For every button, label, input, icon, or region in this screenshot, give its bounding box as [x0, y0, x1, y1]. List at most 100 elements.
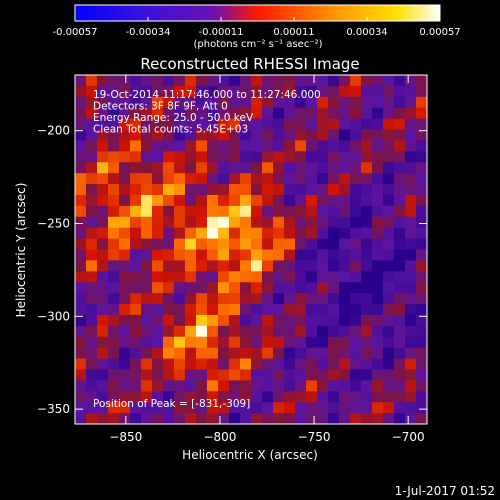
heatmap-cell [361, 358, 373, 371]
heatmap-cell [218, 282, 230, 294]
heatmap-cell [372, 271, 384, 283]
heatmap-cell [317, 260, 329, 272]
heatmap-cell [273, 162, 285, 174]
heatmap-cell [383, 107, 395, 120]
heatmap-cell [405, 413, 417, 424]
heatmap-cell [163, 118, 175, 131]
heatmap-cell [207, 140, 219, 152]
heatmap-cell [229, 151, 241, 163]
heatmap-cell [284, 216, 296, 229]
heatmap-cell [262, 140, 274, 152]
heatmap-cell [130, 369, 142, 381]
heatmap-cell [174, 129, 186, 142]
heatmap-cell [262, 151, 274, 163]
heatmap-cell [119, 151, 131, 163]
heatmap-cell [130, 118, 142, 131]
heatmap-cell [273, 107, 285, 120]
heatmap-cell [416, 413, 427, 424]
heatmap-cell [317, 107, 329, 120]
heatmap-cell [108, 325, 120, 338]
heatmap-cell [207, 173, 219, 185]
heatmap-cell [141, 184, 153, 196]
heatmap-cell [295, 162, 307, 174]
heatmap-cell [86, 227, 98, 240]
heatmap-cell [361, 184, 373, 196]
heatmap-cell [273, 260, 285, 272]
heatmap-cell [218, 304, 230, 316]
heatmap-cell [97, 293, 109, 305]
heatmap-cell [350, 369, 362, 381]
heatmap-cell [163, 271, 175, 283]
heatmap-cell [97, 205, 109, 218]
heatmap-cell [141, 369, 153, 381]
heatmap-cell [185, 238, 197, 251]
heatmap-cell [295, 184, 307, 196]
heatmap-cell [218, 271, 230, 283]
heatmap-cell [284, 402, 296, 414]
heatmap-cell [97, 325, 109, 338]
heatmap-cell [240, 205, 252, 218]
heatmap-cell [350, 260, 362, 272]
heatmap-cell [86, 129, 98, 142]
heatmap-cell [405, 151, 417, 163]
heatmap-cell [350, 194, 362, 207]
heatmap-cell [328, 96, 340, 109]
heatmap-cell [416, 162, 427, 174]
heatmap-cell [86, 260, 98, 272]
heatmap-cell [416, 96, 427, 109]
heatmap-cell [196, 107, 208, 120]
heatmap-cell [196, 413, 208, 424]
heatmap-cell [273, 336, 285, 349]
heatmap-cell [240, 347, 252, 360]
heatmap-cell [251, 358, 263, 371]
heatmap-cell [295, 314, 307, 327]
heatmap-cell [229, 194, 241, 207]
heatmap-cell [262, 118, 274, 131]
heatmap-cell [108, 391, 120, 403]
heatmap-cell [339, 227, 351, 240]
heatmap-cell [306, 260, 318, 272]
heatmap-cell [306, 238, 318, 251]
heatmap-cell [383, 238, 395, 251]
heatmap-cell [295, 107, 307, 120]
colorbar-units-label: (photons cm⁻² s⁻¹ asec⁻²) [193, 39, 322, 50]
heatmap-cell [141, 293, 153, 305]
heatmap-cell [130, 75, 142, 87]
heatmap-cell [317, 282, 329, 294]
heatmap-cell [394, 238, 406, 251]
heatmap-cell [185, 314, 197, 327]
heatmap-cell [218, 413, 230, 424]
heatmap-cell [97, 347, 109, 360]
heatmap-cell [350, 293, 362, 305]
heatmap-cell [196, 293, 208, 305]
heatmap-cell [86, 75, 98, 87]
heatmap-cell [394, 347, 406, 360]
heatmap-cell [207, 85, 219, 98]
heatmap-cell [328, 216, 340, 229]
heatmap-cell [405, 85, 417, 98]
heatmap-cell [163, 216, 175, 229]
heatmap-cell [207, 413, 219, 424]
heatmap-cell [130, 107, 142, 120]
heatmap-cell [174, 184, 186, 196]
heatmap-cell [350, 118, 362, 131]
heatmap-cell [317, 129, 329, 142]
heatmap-cell [174, 271, 186, 283]
heatmap-cell [218, 314, 230, 327]
heatmap-cell [295, 96, 307, 109]
heatmap-cell [416, 304, 427, 316]
heatmap-cell [86, 271, 98, 283]
heatmap-cell [163, 238, 175, 251]
heatmap-cell [163, 96, 175, 109]
heatmap-cell [328, 314, 340, 327]
heatmap-cell [108, 194, 120, 207]
heatmap-cell [317, 194, 329, 207]
heatmap-cell [185, 184, 197, 196]
heatmap-cell [295, 402, 307, 414]
heatmap-cell [405, 260, 417, 272]
heatmap-cell [361, 85, 373, 98]
heatmap-cell [394, 336, 406, 349]
heatmap-cell [207, 107, 219, 120]
heatmap-cell [251, 118, 263, 131]
heatmap-cell [185, 216, 197, 229]
